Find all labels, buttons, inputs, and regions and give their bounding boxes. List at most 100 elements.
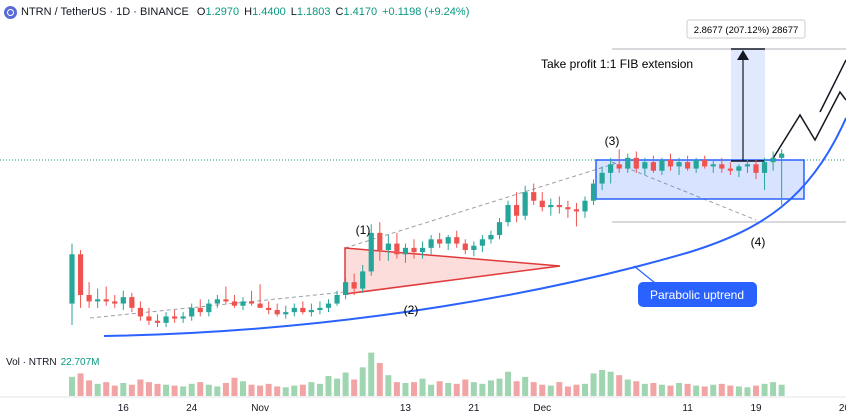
volume-bar xyxy=(445,382,452,396)
candle-body xyxy=(137,307,143,317)
candle-body xyxy=(753,164,759,173)
candle-body xyxy=(608,164,614,173)
consolidation-box[interactable] xyxy=(595,159,805,200)
candle-body xyxy=(77,254,84,295)
candle-body xyxy=(650,162,656,171)
volume-bar xyxy=(770,382,777,396)
volume-bar xyxy=(222,382,229,396)
time-tick-label: Nov xyxy=(251,403,269,414)
candle-body xyxy=(616,164,622,169)
candle-body xyxy=(274,310,280,315)
candle-body xyxy=(223,299,229,302)
volume-bar xyxy=(282,387,289,396)
candle-body xyxy=(428,239,434,248)
volume-bar xyxy=(530,382,537,396)
volume-bar xyxy=(299,384,306,396)
volume-bar xyxy=(590,373,597,396)
candle-body xyxy=(377,232,383,250)
candle-body xyxy=(719,164,725,169)
time-axis: 16 24 Nov 13 21 Dec 11 19 2024 xyxy=(118,403,846,414)
trend-label-box[interactable] xyxy=(638,282,757,307)
time-tick-label: 11 xyxy=(682,403,693,414)
price-change: +0.1198 (+9.24%) xyxy=(382,6,470,18)
candle-body xyxy=(129,297,135,308)
symmetrical-triangle[interactable] xyxy=(344,247,561,295)
candle-body xyxy=(445,237,451,244)
volume-bar xyxy=(547,385,554,396)
symbol-title[interactable]: NTRN / TetherUS · 1D · BINANCE xyxy=(21,6,189,18)
volume-bar xyxy=(111,385,118,396)
candle-body xyxy=(402,247,409,255)
volume-bar xyxy=(103,382,110,396)
volume-bar xyxy=(522,376,529,396)
candle-body xyxy=(479,239,485,246)
volume-bar xyxy=(556,382,563,396)
ohlc-low: L1.1803 xyxy=(290,6,331,18)
candle-body xyxy=(95,299,101,302)
candle-body xyxy=(633,157,639,169)
dashed-correction-line xyxy=(611,161,757,221)
candle-body xyxy=(343,282,349,295)
volume-bar xyxy=(351,379,358,396)
volume-bar xyxy=(419,378,426,396)
candle-body xyxy=(112,301,118,304)
candle-body xyxy=(206,303,212,313)
candle-body xyxy=(582,200,588,212)
candle-body xyxy=(471,245,477,250)
volume-bar xyxy=(385,375,392,396)
volume-bar xyxy=(513,381,520,396)
volume-bar xyxy=(539,384,546,396)
volume-bar xyxy=(188,383,195,396)
ohlc-close: C1.4170 xyxy=(335,6,378,18)
volume-bar xyxy=(240,381,246,396)
candle-body xyxy=(300,307,306,313)
volume-bar xyxy=(368,352,375,396)
wave-label-3: (3) xyxy=(605,134,620,148)
volume-bar xyxy=(496,378,503,396)
parabolic-uptrend-curve xyxy=(103,117,846,337)
volume-bar xyxy=(505,371,512,396)
candle-body xyxy=(496,222,503,235)
candle-body xyxy=(599,172,605,184)
candle-body xyxy=(385,243,391,250)
volume-bar xyxy=(145,382,152,396)
time-tick-label: 21 xyxy=(468,403,480,414)
candle-body xyxy=(180,316,186,319)
candle-body xyxy=(693,160,699,169)
candle-body xyxy=(214,299,220,304)
candle-body xyxy=(531,192,537,201)
volume-bar xyxy=(214,386,221,396)
volume-bar xyxy=(582,383,588,396)
fib-extension-zone[interactable] xyxy=(731,49,765,161)
volume-bar xyxy=(727,385,734,396)
candle-body xyxy=(761,162,768,173)
fib-arrow-head xyxy=(737,50,749,60)
volume-bar xyxy=(761,383,768,396)
take-profit-label: Take profit 1:1 FIB extension xyxy=(541,57,693,71)
volume-bar xyxy=(137,379,144,396)
volume-bar xyxy=(667,385,674,396)
candle-body xyxy=(317,307,323,310)
candle-body xyxy=(454,237,460,244)
candle-body xyxy=(779,153,785,158)
measure-badge xyxy=(686,19,806,39)
volume-bar xyxy=(205,384,212,396)
candle-body xyxy=(625,157,631,169)
candle-body xyxy=(257,303,263,308)
volume-bar xyxy=(291,385,298,396)
candle-body xyxy=(770,157,776,163)
candle-body xyxy=(522,192,528,216)
volume-bar xyxy=(342,372,349,396)
candle-body xyxy=(146,316,152,321)
volume-bar xyxy=(633,381,640,396)
volume-bar xyxy=(197,382,204,396)
volume-bar xyxy=(171,385,178,396)
neutron-logo-icon xyxy=(4,5,17,19)
volume-bar xyxy=(316,383,323,396)
volume-bar xyxy=(128,384,135,396)
projected-path xyxy=(771,90,846,161)
volume-layer xyxy=(69,352,785,396)
candle-body xyxy=(573,209,580,212)
ohlc-open: O1.2970 xyxy=(196,6,240,18)
